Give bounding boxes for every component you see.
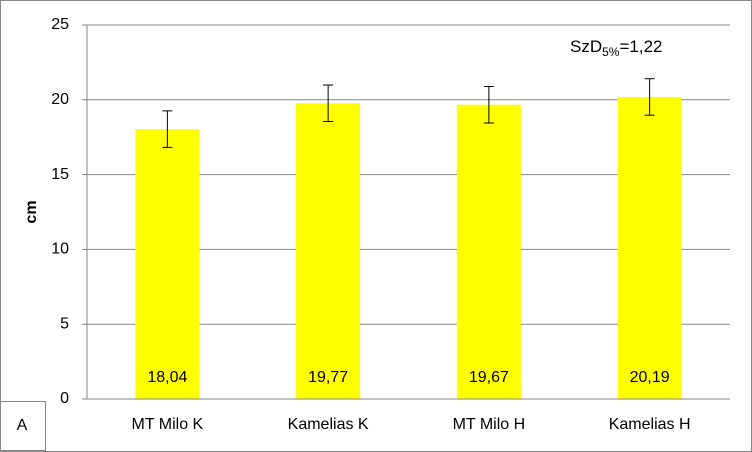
panel-label: A — [17, 417, 28, 434]
y-tick-label: 20 — [51, 91, 69, 108]
bar — [135, 129, 200, 400]
y-axis-label: cm — [23, 200, 40, 223]
y-tick-label: 10 — [51, 241, 69, 258]
annotation-rest: =1,22 — [619, 37, 662, 56]
data-label: 18,04 — [147, 369, 187, 386]
y-tick-label: 0 — [60, 390, 69, 407]
annotation: SzD5%=1,22 — [570, 37, 662, 59]
x-tick-label: MT Milo H — [453, 416, 526, 433]
data-label: 20,19 — [630, 369, 670, 386]
data-label: 19,77 — [308, 369, 348, 386]
annotation-sub: 5% — [602, 45, 620, 59]
annotation-main: SzD — [570, 37, 602, 56]
data-label: 19,67 — [469, 369, 509, 386]
bar — [296, 103, 361, 400]
panel-label-box — [0, 401, 46, 451]
x-tick-label: MT Milo K — [132, 416, 204, 433]
y-tick-label: 5 — [60, 315, 69, 332]
x-tick-label: Kamelias K — [288, 416, 369, 433]
y-tick-label: 25 — [51, 16, 69, 33]
bar — [617, 96, 682, 399]
x-tick-label: Kamelias H — [609, 416, 691, 433]
y-tick-label: 15 — [51, 166, 69, 183]
bar — [456, 104, 521, 399]
